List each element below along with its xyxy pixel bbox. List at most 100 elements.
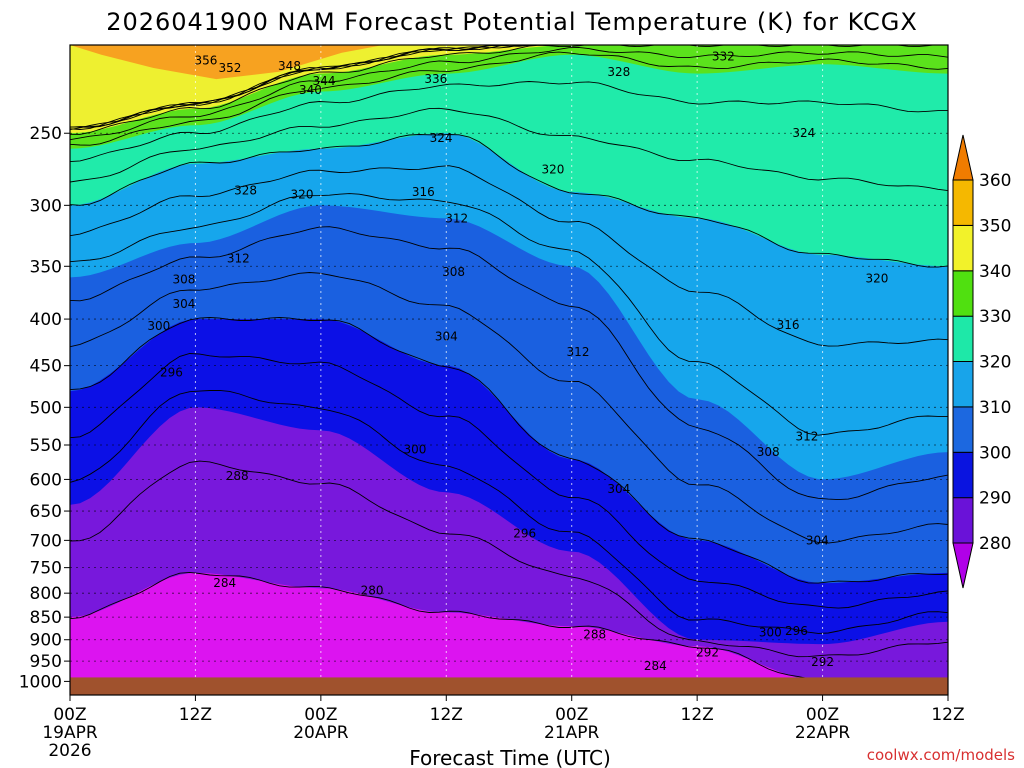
y-tick-label: 750 (30, 559, 62, 579)
colorbar-label: 300 (979, 443, 1011, 463)
contour-label: 312 (445, 211, 468, 225)
contour-label: 324 (430, 131, 453, 145)
contour-label: 304 (607, 482, 630, 496)
colorbar-segment (952, 361, 974, 408)
colorbar-label: 360 (979, 171, 1011, 191)
chart-title: 2026041900 NAM Forecast Potential Temper… (106, 8, 918, 36)
contour-label: 308 (442, 265, 465, 279)
contour-label: 336 (424, 72, 447, 86)
y-tick-label: 250 (30, 124, 62, 144)
y-tick-label: 1000 (19, 672, 62, 692)
y-tick-label: 800 (30, 584, 62, 604)
contour-label: 324 (792, 126, 815, 140)
isoline-308 (70, 226, 948, 501)
x-tick-label: 00Z (304, 705, 337, 725)
colorbar-segment (952, 270, 974, 317)
colorbar-segment (952, 451, 974, 499)
x-tick-label: 12Z (931, 705, 964, 725)
y-tick-label: 850 (30, 608, 62, 628)
credit-link[interactable]: coolwx.com/models (867, 746, 1015, 764)
colorbar-legend: 280 290 300 310 320 330 340 350 360 (952, 134, 1011, 589)
contour-label: 280 (361, 584, 384, 598)
x-tick-label: 12Z (179, 705, 212, 725)
y-tick-label: 350 (30, 257, 62, 277)
x-tick-label: 00Z (555, 705, 588, 725)
isoline-336 (70, 46, 948, 141)
contour-label: 308 (172, 273, 195, 287)
contour-label: 320 (291, 188, 314, 202)
contour-label: 312 (227, 251, 250, 265)
isoline-312 (70, 193, 948, 436)
y-tick-label: 400 (30, 310, 62, 330)
contour-label: 328 (234, 184, 257, 198)
contour-label: 300 (403, 442, 426, 456)
colorbar-label: 320 (979, 353, 1011, 373)
contour-label: 312 (567, 345, 590, 359)
contour-label: 320 (541, 163, 564, 177)
x-axis-title: Forecast Time (UTC) (409, 746, 611, 768)
isoline-296 (70, 353, 948, 609)
contour-label: 288 (226, 469, 249, 483)
colorbar-label: 310 (979, 398, 1011, 418)
x-date-label: 22APR (795, 723, 851, 743)
isoline-348 (70, 45, 507, 131)
fill-350-plus (70, 45, 384, 80)
contour-label: 320 (865, 272, 888, 286)
contour-label: 296 (160, 366, 183, 380)
contour-label: 292 (696, 646, 719, 660)
isoline-332 (70, 51, 948, 146)
colorbar-label: 280 (979, 534, 1011, 554)
contour-label: 296 (513, 527, 536, 541)
contour-label: 316 (777, 318, 800, 332)
contour-label: 288 (583, 627, 606, 641)
colorbar-label: 330 (979, 307, 1011, 327)
contour-label: 332 (712, 50, 735, 64)
y-tick-label: 950 (30, 652, 62, 672)
isoline-292 (70, 389, 948, 634)
y-tick-label: 550 (30, 436, 62, 456)
contour-label: 352 (218, 61, 241, 75)
contour-label: 356 (194, 54, 217, 68)
contour-label: 296 (785, 624, 808, 638)
colorbar-label: 350 (979, 216, 1011, 236)
contour-label: 344 (313, 74, 336, 88)
contour-label: 284 (644, 659, 667, 673)
colorbar-label: 340 (979, 262, 1011, 282)
isoline-316 (70, 165, 948, 347)
y-tick-label: 600 (30, 470, 62, 490)
ground-surface (70, 677, 948, 695)
isoline-352 (70, 45, 522, 130)
isoline-300 (70, 317, 948, 584)
x-tick-label: 12Z (681, 705, 714, 725)
colorbar-segment (952, 179, 974, 226)
contour-label: 316 (412, 185, 435, 199)
contour-label: 304 (435, 330, 458, 344)
contour-label: 284 (213, 576, 236, 590)
colorbar-segment (952, 497, 974, 544)
contour-label: 312 (795, 429, 818, 443)
colorbar-max-arrow (952, 134, 974, 181)
y-tick-label: 900 (30, 631, 62, 651)
x-date-label: 20APR (293, 723, 349, 743)
x-tick-label: 00Z (53, 705, 86, 725)
grid-lines (70, 45, 948, 695)
contour-label: 292 (811, 655, 834, 669)
contour-label: 328 (607, 65, 630, 79)
contour-label: 340 (299, 83, 322, 97)
plot-frame (69, 44, 949, 696)
isoline-320 (70, 134, 948, 268)
fill-320-330 (70, 45, 948, 267)
ground-fill (70, 677, 948, 695)
contour-label: 300 (759, 626, 782, 640)
colorbar-segment (952, 406, 974, 453)
colorbar-label: 290 (979, 489, 1011, 509)
contour-label: 300 (147, 319, 170, 333)
y-tick-label: 650 (30, 502, 62, 522)
contour-label: 308 (757, 445, 780, 459)
isoline-284 (70, 571, 948, 684)
y-tick-label: 450 (30, 357, 62, 377)
contour-label: 304 (806, 533, 829, 547)
